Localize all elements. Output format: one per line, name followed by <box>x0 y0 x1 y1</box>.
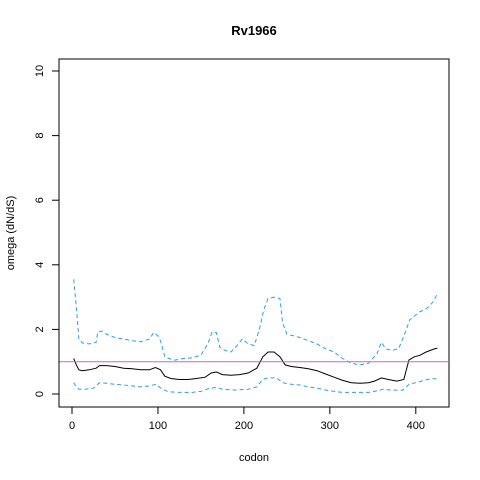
chart-title: Rv1966 <box>231 23 277 38</box>
y-axis: 0 2 4 6 8 10 <box>34 65 60 397</box>
x-tick-label: 300 <box>321 420 339 432</box>
plot-frame <box>58 58 450 408</box>
y-tick-label: 6 <box>34 197 46 203</box>
x-axis: 0 100 200 300 400 <box>69 406 425 432</box>
y-axis-label: omega (dN/dS) <box>5 196 17 271</box>
plot-area <box>59 279 449 393</box>
y-tick-label: 2 <box>34 326 46 332</box>
series-line-estimate <box>73 347 438 384</box>
x-tick-label: 0 <box>69 420 75 432</box>
y-tick-label: 4 <box>34 262 46 268</box>
series-line-upper <box>73 279 438 366</box>
y-tick-label: 10 <box>34 65 46 77</box>
x-axis-label: codon <box>239 452 269 464</box>
y-tick-label: 8 <box>34 133 46 139</box>
x-tick-label: 400 <box>407 420 425 432</box>
series-line-lower <box>73 377 438 393</box>
x-tick-label: 100 <box>149 420 167 432</box>
y-tick-label: 0 <box>34 391 46 397</box>
x-tick-label: 200 <box>235 420 253 432</box>
